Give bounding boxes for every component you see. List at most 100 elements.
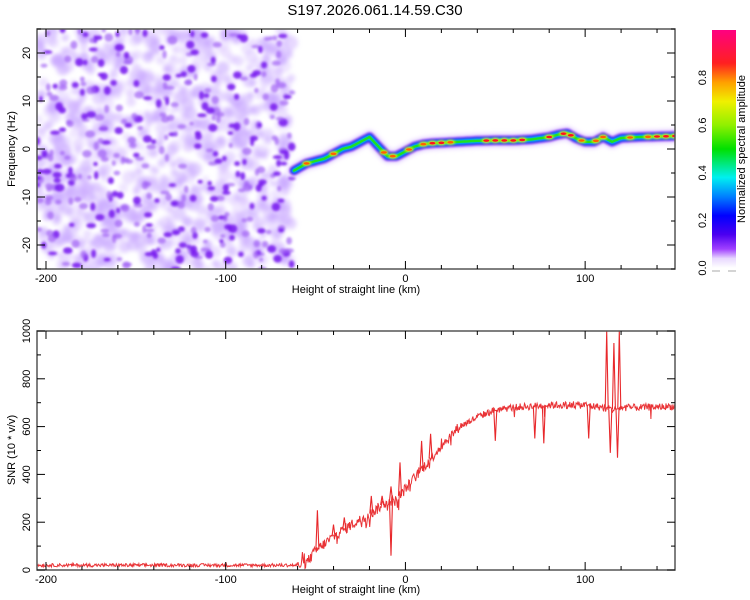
- noise-speck: [222, 191, 231, 195]
- noise-blob: [269, 180, 277, 187]
- noise-speck: [159, 45, 165, 50]
- noise-blob: [63, 224, 70, 232]
- noise-speck: [159, 112, 167, 117]
- snr-x-tick-label: -100: [215, 574, 237, 586]
- noise-speck: [88, 47, 98, 52]
- noise-speck: [167, 114, 175, 122]
- noise-speck: [154, 198, 160, 203]
- colorbar-gradient: [712, 30, 736, 268]
- snr-spike: [380, 495, 385, 506]
- noise-blob: [214, 230, 225, 241]
- noise-blob: [52, 215, 62, 226]
- snr-spike: [388, 500, 394, 556]
- noise-background: [37, 29, 299, 269]
- ridge-peak: [429, 141, 436, 145]
- spectrogram-y-tick-label: -10: [21, 189, 33, 205]
- noise-speck: [216, 115, 221, 124]
- noise-blob: [43, 121, 53, 131]
- noise-speck: [83, 59, 88, 66]
- noise-speck: [80, 81, 87, 87]
- noise-speck: [133, 152, 140, 158]
- noise-blob: [128, 231, 140, 244]
- noise-speck: [63, 247, 73, 254]
- noise-speck: [276, 40, 283, 47]
- noise-speck: [197, 113, 207, 118]
- noise-blob: [92, 236, 106, 249]
- noise-blob: [179, 85, 187, 93]
- noise-blob: [126, 96, 136, 107]
- noise-blob: [133, 189, 140, 196]
- ridge-peak: [600, 135, 607, 139]
- noise-speck: [237, 188, 246, 193]
- noise-blob: [73, 254, 83, 264]
- noise-speck: [286, 237, 292, 245]
- noise-speck: [186, 40, 195, 49]
- noise-blob: [119, 29, 126, 35]
- noise-speck: [210, 215, 219, 222]
- noise-blob: [135, 167, 144, 175]
- noise-speck: [102, 233, 110, 238]
- noise-blob: [90, 181, 102, 193]
- noise-speck: [207, 180, 212, 186]
- colorbar-tick-label: 0.0: [697, 260, 709, 275]
- noise-blob: [144, 110, 151, 117]
- noise-speck: [144, 181, 152, 187]
- noise-blob: [108, 138, 120, 149]
- noise-speck: [37, 155, 43, 161]
- ridge-peak: [654, 135, 660, 138]
- snr-y-tick-label: 600: [21, 417, 33, 435]
- noise-blob: [245, 256, 252, 263]
- noise-speck: [234, 93, 240, 100]
- noise-blob: [279, 179, 290, 190]
- noise-speck: [99, 125, 108, 131]
- noise-blob: [272, 213, 280, 220]
- noise-speck: [100, 72, 108, 81]
- noise-speck: [165, 85, 175, 90]
- noise-speck: [79, 202, 88, 210]
- noise-speck: [75, 58, 84, 67]
- noise-speck: [238, 251, 244, 257]
- noise-speck: [204, 88, 212, 93]
- noise-blob: [46, 35, 57, 46]
- ridge-peak: [330, 152, 337, 156]
- spectrogram-y-tick-label: 20: [21, 47, 33, 59]
- noise-speck: [178, 242, 187, 249]
- noise-blob: [175, 30, 188, 43]
- noise-speck: [145, 223, 153, 228]
- noise-speck: [134, 221, 140, 227]
- noise-blob: [121, 131, 131, 141]
- noise-speck: [170, 200, 179, 207]
- ridge-peak: [420, 142, 427, 146]
- colorbar-tick-label: 0.8: [697, 70, 709, 85]
- ridge: [287, 126, 675, 178]
- noise-blob: [83, 229, 92, 239]
- noise-speck: [242, 158, 247, 166]
- noise-blob: [155, 122, 167, 134]
- noise-blob: [152, 185, 162, 194]
- noise-speck: [205, 250, 214, 259]
- noise-speck: [276, 159, 281, 167]
- ridge-peaks: [302, 131, 675, 166]
- noise-blob: [147, 117, 155, 125]
- noise-speck: [146, 192, 153, 200]
- noise-speck: [55, 102, 63, 111]
- noise-blob: [86, 66, 95, 76]
- noise-blob: [255, 90, 265, 100]
- noise-speck: [209, 195, 219, 202]
- noise-speck: [156, 247, 161, 252]
- noise-speck: [71, 82, 79, 88]
- noise-speck: [59, 150, 65, 156]
- noise-blob: [169, 140, 182, 153]
- noise-blob: [118, 182, 129, 193]
- noise-blob: [53, 145, 62, 155]
- noise-blob: [167, 206, 175, 214]
- noise-speck: [128, 29, 133, 36]
- noise-blob: [175, 179, 183, 187]
- noise-speck: [146, 232, 152, 239]
- noise-blob: [284, 35, 299, 50]
- snr-line: [37, 400, 675, 570]
- noise-speck: [46, 91, 53, 97]
- noise-speck: [61, 261, 71, 266]
